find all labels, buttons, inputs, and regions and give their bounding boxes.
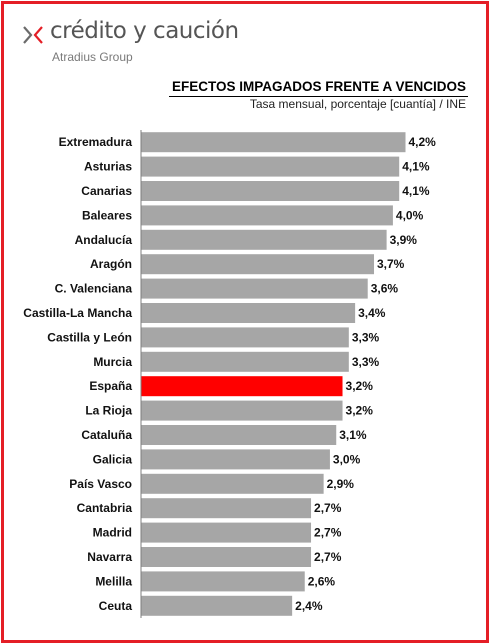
category-label: Canarias [81, 184, 132, 198]
bar-17 [141, 547, 312, 567]
data-label: 3,0% [333, 452, 361, 466]
bar-4 [141, 229, 387, 250]
chart-subtitle: Tasa mensual, porcentaje [cuantía] / INE [249, 97, 466, 111]
data-label: 4,2% [409, 135, 437, 149]
data-label: 2,7% [314, 550, 342, 564]
category-label: Navarra [87, 550, 132, 564]
bar-5 [141, 254, 375, 275]
bar-18 [141, 571, 305, 592]
data-label: 3,3% [352, 330, 380, 344]
bar-11 [141, 400, 343, 421]
bar-12 [141, 425, 337, 445]
bar-0 [141, 132, 406, 153]
bar-8 [141, 327, 349, 348]
category-label: Melilla [95, 574, 132, 588]
category-label: La Rioja [85, 404, 132, 418]
category-label: Castilla-La Mancha [23, 306, 132, 320]
category-label: Murcia [93, 355, 132, 369]
category-label: Baleares [82, 208, 132, 222]
data-label: 3,2% [346, 404, 374, 418]
data-label: 4,1% [402, 184, 430, 198]
brand-group: Atradius Group [52, 50, 133, 64]
bar-16 [141, 522, 312, 543]
data-label: 3,9% [390, 233, 418, 247]
bar-10 [141, 376, 343, 397]
bar-19 [141, 595, 293, 616]
data-label: 4,0% [396, 208, 424, 222]
category-label: Andalucía [75, 233, 133, 247]
data-label: 2,4% [295, 599, 323, 613]
bar-9 [141, 351, 349, 372]
data-label: 3,1% [339, 428, 367, 442]
bar-13 [141, 449, 330, 470]
logo-arrows-icon [23, 26, 43, 44]
category-label: Aragón [90, 257, 132, 271]
brand-name: crédito y caución [50, 18, 239, 44]
data-label: 3,2% [346, 379, 374, 393]
category-label: Cantabria [77, 501, 133, 515]
category-label: Galicia [93, 452, 133, 466]
bar-1 [141, 156, 400, 177]
bar-6 [141, 278, 368, 299]
bar-14 [141, 473, 324, 494]
category-label: España [89, 379, 132, 393]
data-label: 3,6% [371, 282, 399, 296]
data-label: 2,6% [308, 574, 336, 588]
data-label: 2,7% [314, 526, 342, 540]
title-underline [169, 96, 468, 97]
data-label: 3,3% [352, 355, 380, 369]
category-label: Asturias [84, 160, 132, 174]
bar-2 [141, 181, 400, 201]
category-label: País Vasco [69, 477, 132, 491]
bar-3 [141, 205, 393, 226]
bar-7 [141, 303, 356, 323]
data-label: 2,7% [314, 501, 342, 515]
data-label: 3,4% [358, 306, 386, 320]
category-label: Ceuta [99, 599, 133, 613]
category-label: Castilla y León [47, 330, 132, 344]
data-label: 3,7% [377, 257, 405, 271]
category-label: Cataluña [81, 428, 132, 442]
category-label: Madrid [93, 526, 132, 540]
category-label: Extremadura [59, 135, 133, 149]
data-label: 2,9% [327, 477, 355, 491]
chart-title: EFECTOS IMPAGADOS FRENTE A VENCIDOS [171, 79, 466, 94]
category-label: C. Valenciana [55, 282, 133, 296]
bar-15 [141, 498, 312, 519]
data-label: 4,1% [402, 160, 430, 174]
